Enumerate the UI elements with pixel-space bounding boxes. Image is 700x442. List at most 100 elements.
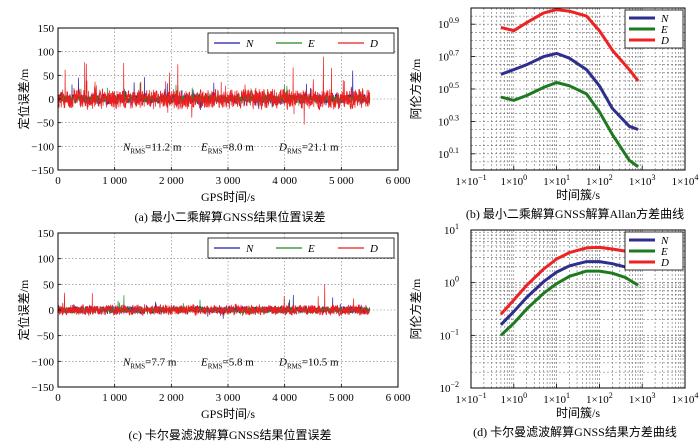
- tick-exponent: 1: [455, 222, 459, 231]
- tick-exponent: 0: [523, 173, 527, 182]
- tick-exponent: 0.7: [449, 49, 459, 58]
- legend-label-n: N: [245, 243, 254, 255]
- rms-subscript: RMS: [130, 362, 145, 370]
- panel-caption: (a) 最小二乘解算GNSS结果位置误差: [135, 209, 326, 224]
- tick-base: 10: [439, 330, 451, 342]
- rms-label-d: DRMS=10.5 m: [278, 356, 339, 370]
- tick-exponent: 3: [652, 173, 656, 182]
- tick-exponent: −1: [450, 327, 459, 336]
- tick-exponent: 2: [609, 173, 613, 182]
- rms-label-d: DRMS=21.1 m: [278, 141, 339, 155]
- rms-label-e: ERMS=5.8 m: [200, 356, 254, 370]
- panel-b-allan-ls: 1×10−1 1×100 1×101 1×102 1×103 1×104100.1100.…: [408, 7, 699, 221]
- legend-label-d: D: [369, 243, 378, 255]
- y-axis-label: 定位误差/m: [16, 68, 31, 129]
- tick-label-x: 0: [55, 392, 61, 404]
- tick-exponent: 0: [455, 275, 459, 284]
- x-axis-label: 时间簇/s: [556, 405, 600, 420]
- tick-base: 10: [438, 19, 450, 31]
- series-line-e: [499, 269, 639, 337]
- tick-label-x: 6 000: [386, 392, 411, 404]
- tick-exponent: 0.9: [449, 16, 459, 25]
- tick-label-y: 150: [38, 23, 55, 35]
- tick-label-y: −100: [31, 356, 54, 368]
- tick-base: 1×10: [455, 394, 478, 406]
- plot-frame: [470, 229, 686, 389]
- tick-label-x: 0: [55, 175, 61, 187]
- tick-base: 1×10: [500, 394, 523, 406]
- rms-subscript: RMS: [130, 147, 145, 155]
- rms-value: =7.7 m: [145, 356, 177, 368]
- tick-exponent: 1: [566, 173, 570, 182]
- x-axis-label: 时间簇/s: [556, 187, 600, 202]
- panel-d-allan-kf: 1×10−1 1×100 1×101 1×102 1×103 1×10410−210−11…: [408, 222, 698, 439]
- x-axis-label: GPS时间/s: [201, 407, 255, 421]
- tick-exponent: 2: [609, 391, 613, 400]
- tick-label-x: 2 000: [159, 392, 184, 404]
- rms-value: =8.0 m: [223, 141, 255, 153]
- rms-label-e: ERMS=8.0 m: [200, 141, 254, 155]
- panel-a-error-ls: 0 1 000 2 000 3 000 4 000 5 000 6 000 −150 −100 −…: [16, 23, 411, 224]
- tick-base: 1×10: [629, 394, 652, 406]
- tick-label-x: 1×103: [629, 173, 656, 188]
- tick-base: 1×10: [586, 176, 609, 188]
- tick-base: 10: [438, 116, 450, 128]
- tick-label-x: 4 000: [272, 175, 297, 187]
- tick-label-x: 4 000: [272, 392, 297, 404]
- tick-label-y: 0: [49, 305, 55, 317]
- rms-label-n: NRMS=11.2 m: [122, 141, 182, 155]
- tick-label-x: 1×102: [586, 391, 613, 406]
- rms-subscript: RMS: [208, 362, 223, 370]
- tick-label-x: 1×104: [672, 391, 699, 406]
- tick-label-x: 2 000: [159, 175, 184, 187]
- tick-label-y: 100: [38, 47, 55, 59]
- panel-caption: (c) 卡尔曼滤波解算GNSS结果位置误差: [129, 427, 332, 442]
- tick-label-x: 1×10−1: [455, 173, 486, 188]
- legend-label-e: E: [660, 24, 668, 36]
- tick-exponent: 4: [694, 173, 698, 182]
- tick-label-x: 1 000: [102, 175, 127, 187]
- y-axis-label: 阿伦方差/m: [408, 58, 423, 119]
- tick-label-x: 1×102: [586, 173, 613, 188]
- panel-c-error-kf: 0 1 000 2 000 3 000 4 000 5 000 6 000 −150 −100 −…: [16, 228, 411, 442]
- tick-label-y: 100.9: [438, 16, 459, 31]
- tick-label-x: 1×104: [672, 173, 699, 188]
- series-line-n: [500, 51, 639, 131]
- tick-base: 1×10: [672, 394, 695, 406]
- y-axis-label: 定位误差/m: [16, 279, 31, 340]
- tick-base: 10: [444, 278, 456, 290]
- rms-letter: N: [122, 356, 131, 368]
- rms-value: =11.2 m: [145, 141, 182, 153]
- legend-label-d: D: [660, 35, 669, 47]
- series-line-e: [500, 81, 639, 169]
- tick-base: 1×10: [543, 394, 566, 406]
- tick-base: 1×10: [455, 176, 478, 188]
- tick-exponent: −1: [478, 173, 487, 182]
- tick-label-y: 0: [49, 94, 55, 106]
- y-axis-label: 阿伦方差/m: [408, 278, 423, 339]
- rms-letter: E: [200, 141, 208, 153]
- tick-label-y: −50: [37, 331, 55, 343]
- tick-base: 1×10: [500, 176, 523, 188]
- tick-exponent: 4: [694, 391, 698, 400]
- series-line-d: [500, 8, 640, 82]
- tick-label-y: −150: [31, 382, 54, 394]
- tick-label-x: 3 000: [216, 175, 241, 187]
- tick-base: 1×10: [629, 176, 652, 188]
- tick-exponent: −2: [450, 380, 459, 389]
- tick-exponent: 1: [566, 391, 570, 400]
- tick-label-x: 3 000: [216, 392, 241, 404]
- x-axis-label: GPS时间/s: [201, 190, 255, 204]
- tick-exponent: 0.1: [449, 146, 459, 155]
- tick-label-y: 100.7: [438, 49, 459, 64]
- tick-label-y: 10−2: [439, 380, 459, 395]
- legend-label-d: D: [369, 38, 378, 50]
- tick-label-y: 100.1: [438, 146, 459, 161]
- legend-label-n: N: [660, 13, 669, 25]
- tick-exponent: 0.3: [449, 113, 459, 122]
- tick-label-x: 5 000: [329, 175, 354, 187]
- tick-exponent: 0: [523, 391, 527, 400]
- panel-caption: (b) 最小二乘解算GNSS解算Allan方差曲线: [466, 206, 684, 221]
- tick-label-x: 6 000: [386, 175, 411, 187]
